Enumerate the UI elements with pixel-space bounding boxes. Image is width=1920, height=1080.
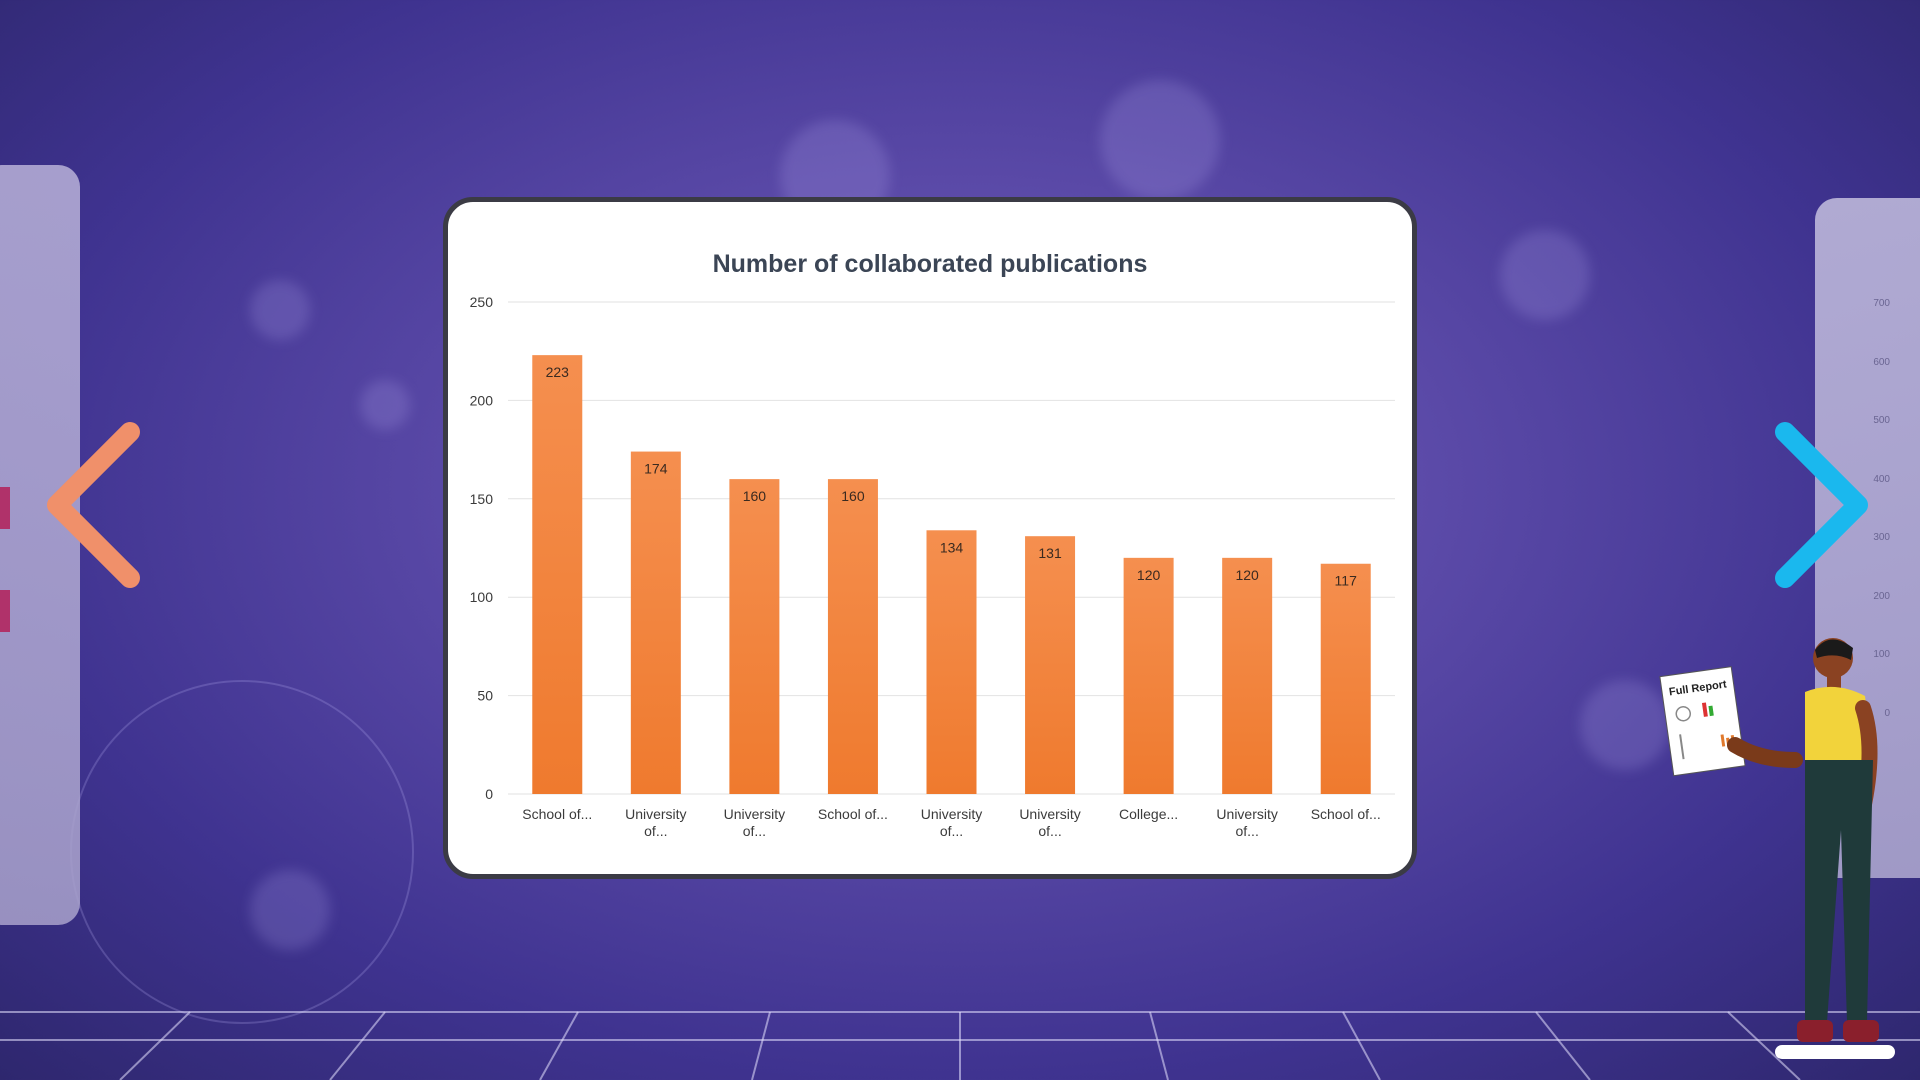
bokeh-light: [1100, 80, 1220, 200]
bar-value-label: 134: [940, 539, 964, 555]
preview-bar: [0, 590, 10, 632]
preview-tick: 100: [1873, 649, 1890, 660]
x-tick-label: University of...: [625, 806, 686, 839]
bar[interactable]: [827, 479, 878, 794]
bar-value-label: 117: [1335, 573, 1358, 589]
bar[interactable]: [532, 355, 583, 794]
x-tick-label: University of...: [1216, 806, 1277, 839]
preview-tick: 400: [1873, 473, 1890, 485]
chart-card: Number of collaborated publications 0 50 1…: [443, 197, 1417, 879]
x-tick-label-line: School of...: [818, 806, 888, 822]
chart-title: Number of collaborated publications: [712, 250, 1148, 278]
bar-value-label: 120: [1137, 567, 1161, 583]
preview-tick: 200: [1873, 590, 1890, 602]
y-tick-label: 200: [470, 392, 494, 408]
y-tick-label: 150: [470, 491, 494, 507]
preview-axis: 700 600 500 400 300 200 100 0: [1870, 275, 1890, 743]
bar[interactable]: [630, 451, 681, 794]
y-tick-label: 0: [485, 786, 493, 802]
x-tick-label-line: University: [921, 806, 982, 822]
bar-value-label: 120: [1235, 567, 1259, 583]
bokeh-light: [360, 380, 410, 430]
x-tick-label: School of...: [522, 806, 592, 822]
bokeh-light: [1580, 680, 1670, 770]
bar-value-label: 223: [546, 364, 570, 380]
x-tick-label: College...: [1119, 806, 1178, 822]
bar[interactable]: [1123, 557, 1174, 794]
bar-value-label: 131: [1038, 545, 1062, 561]
bar-value-label: 160: [841, 488, 865, 504]
x-tick-label-line: University: [1216, 806, 1277, 822]
y-tick-label: 50: [477, 688, 493, 704]
x-tick-label-line: University: [1019, 806, 1080, 822]
bar[interactable]: [1222, 557, 1273, 794]
x-tick-label-line: School of...: [522, 806, 592, 822]
bar[interactable]: [926, 530, 977, 794]
preview-bar: [0, 487, 10, 529]
preview-tick: 300: [1873, 532, 1890, 543]
y-tick-label: 250: [470, 294, 494, 310]
bar-value-label: 174: [644, 461, 668, 477]
x-tick-label-line: of...: [1038, 823, 1061, 839]
preview-tick: 700: [1873, 298, 1890, 309]
x-tick-label-line: of...: [743, 823, 766, 839]
preview-tick: 600: [1873, 356, 1890, 368]
x-tick-label-line: of...: [940, 823, 963, 839]
previous-slide-preview[interactable]: [0, 165, 80, 925]
bar-chart: 0 50 100 150 200 250 223 School of... 174 Univers…: [470, 294, 1395, 839]
y-tick-label: 100: [470, 589, 494, 605]
bokeh-light: [250, 280, 310, 340]
preview-tick: 0: [1884, 707, 1890, 719]
grid-floor: [0, 1011, 1920, 1080]
x-tick-label-line: of...: [644, 823, 667, 839]
bar[interactable]: [1320, 563, 1371, 794]
bokeh-light: [1500, 230, 1590, 320]
x-tick-label: University of...: [724, 806, 785, 839]
x-tick-label: School of...: [818, 806, 888, 822]
bar-value-label: 160: [743, 488, 767, 504]
x-tick-label-line: School of...: [1311, 806, 1381, 822]
bar[interactable]: [729, 479, 780, 794]
person-illustration: Full Report: [1659, 638, 1895, 1059]
x-tick-label-line: College...: [1119, 806, 1178, 822]
x-tick-label: University of...: [1019, 806, 1080, 839]
decorative-ring: [70, 680, 414, 1024]
x-tick-label-line: University: [724, 806, 785, 822]
x-tick-label-line: University: [625, 806, 686, 822]
x-tick-label-line: of...: [1235, 823, 1258, 839]
preview-tick: 500: [1873, 415, 1890, 426]
bar[interactable]: [1025, 536, 1076, 794]
chevron-right-icon[interactable]: [1770, 420, 1870, 590]
x-tick-label: University of...: [921, 806, 982, 839]
x-tick-label: School of...: [1311, 806, 1381, 822]
chevron-left-icon[interactable]: [45, 420, 145, 590]
